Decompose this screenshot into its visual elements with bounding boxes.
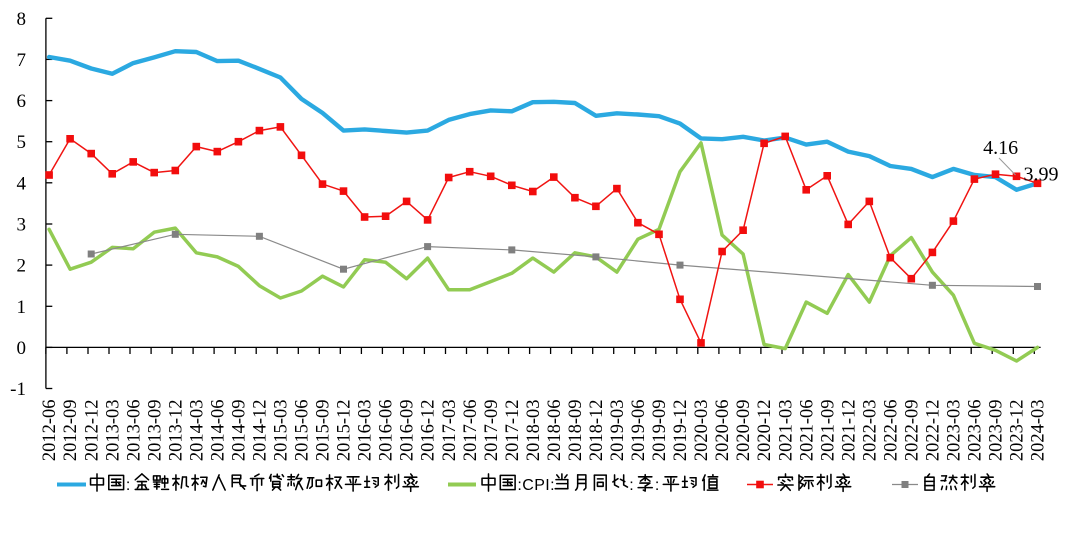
svg-text:2015-12: 2015-12 xyxy=(335,400,355,462)
svg-text:2014-03: 2014-03 xyxy=(187,400,207,462)
svg-text:4: 4 xyxy=(17,173,27,194)
svg-text::: : xyxy=(629,477,634,494)
svg-text:2021-09: 2021-09 xyxy=(818,400,838,462)
svg-text:2018-06: 2018-06 xyxy=(545,400,565,462)
svg-text:2023-06: 2023-06 xyxy=(966,400,986,462)
svg-text:5: 5 xyxy=(17,132,27,153)
svg-text:2012-12: 2012-12 xyxy=(82,400,102,462)
svg-text::: : xyxy=(126,477,131,494)
svg-text:2012-09: 2012-09 xyxy=(61,400,81,462)
svg-text:2020-12: 2020-12 xyxy=(755,400,775,462)
svg-text:2021-03: 2021-03 xyxy=(776,400,796,462)
svg-text:2012-06: 2012-06 xyxy=(40,400,60,462)
svg-text:2013-03: 2013-03 xyxy=(103,400,123,462)
svg-text:2013-09: 2013-09 xyxy=(145,400,165,462)
svg-text:2022-12: 2022-12 xyxy=(924,400,944,462)
svg-text:2014-09: 2014-09 xyxy=(230,400,250,462)
svg-text:2016-03: 2016-03 xyxy=(356,400,376,462)
svg-text:2022-09: 2022-09 xyxy=(902,400,922,462)
svg-text:2016-12: 2016-12 xyxy=(419,400,439,462)
svg-text:2020-06: 2020-06 xyxy=(713,400,733,462)
svg-text:8: 8 xyxy=(17,9,27,30)
svg-text:2019-06: 2019-06 xyxy=(629,400,649,462)
svg-text:2017-06: 2017-06 xyxy=(461,400,481,462)
svg-text:2020-09: 2020-09 xyxy=(734,400,754,462)
svg-text:2023-09: 2023-09 xyxy=(987,400,1007,462)
svg-text:2017-09: 2017-09 xyxy=(482,400,502,462)
svg-text:0: 0 xyxy=(17,338,27,359)
svg-text:2: 2 xyxy=(17,256,27,277)
svg-text:2016-09: 2016-09 xyxy=(398,400,418,462)
svg-text:2015-03: 2015-03 xyxy=(272,400,292,462)
svg-text:2021-06: 2021-06 xyxy=(797,400,817,462)
svg-text:2015-09: 2015-09 xyxy=(314,400,334,462)
svg-text:3.99: 3.99 xyxy=(1024,164,1059,186)
svg-text:4.16: 4.16 xyxy=(983,137,1018,159)
svg-text:2019-03: 2019-03 xyxy=(608,400,628,462)
svg-text:2019-09: 2019-09 xyxy=(650,400,670,462)
svg-text:2018-12: 2018-12 xyxy=(587,400,607,462)
svg-text:2017-03: 2017-03 xyxy=(440,400,460,462)
svg-text:2013-12: 2013-12 xyxy=(166,400,186,462)
svg-text:2013-06: 2013-06 xyxy=(124,400,144,462)
svg-text:2023-12: 2023-12 xyxy=(1008,400,1028,462)
svg-text:2018-03: 2018-03 xyxy=(524,400,544,462)
svg-text:6: 6 xyxy=(17,91,27,112)
svg-text:2022-06: 2022-06 xyxy=(881,400,901,462)
svg-text:2021-12: 2021-12 xyxy=(839,400,859,462)
svg-text:-1: -1 xyxy=(10,379,26,400)
svg-text:2016-06: 2016-06 xyxy=(377,400,397,462)
svg-text:2022-03: 2022-03 xyxy=(860,400,880,462)
svg-text:2017-12: 2017-12 xyxy=(503,400,523,462)
svg-text:2023-03: 2023-03 xyxy=(945,400,965,462)
svg-text:2024-03: 2024-03 xyxy=(1029,400,1049,462)
svg-text:2014-06: 2014-06 xyxy=(208,400,228,462)
svg-text:2014-12: 2014-12 xyxy=(251,400,271,462)
svg-text:2015-06: 2015-06 xyxy=(293,400,313,462)
svg-text:3: 3 xyxy=(17,215,27,236)
svg-text::: : xyxy=(655,477,660,494)
svg-text:2018-09: 2018-09 xyxy=(566,400,586,462)
svg-text:2020-03: 2020-03 xyxy=(692,400,712,462)
svg-text:2019-12: 2019-12 xyxy=(671,400,691,462)
svg-text:1: 1 xyxy=(17,297,27,318)
svg-text:7: 7 xyxy=(17,50,27,71)
svg-text::CPI:: :CPI: xyxy=(517,477,555,494)
